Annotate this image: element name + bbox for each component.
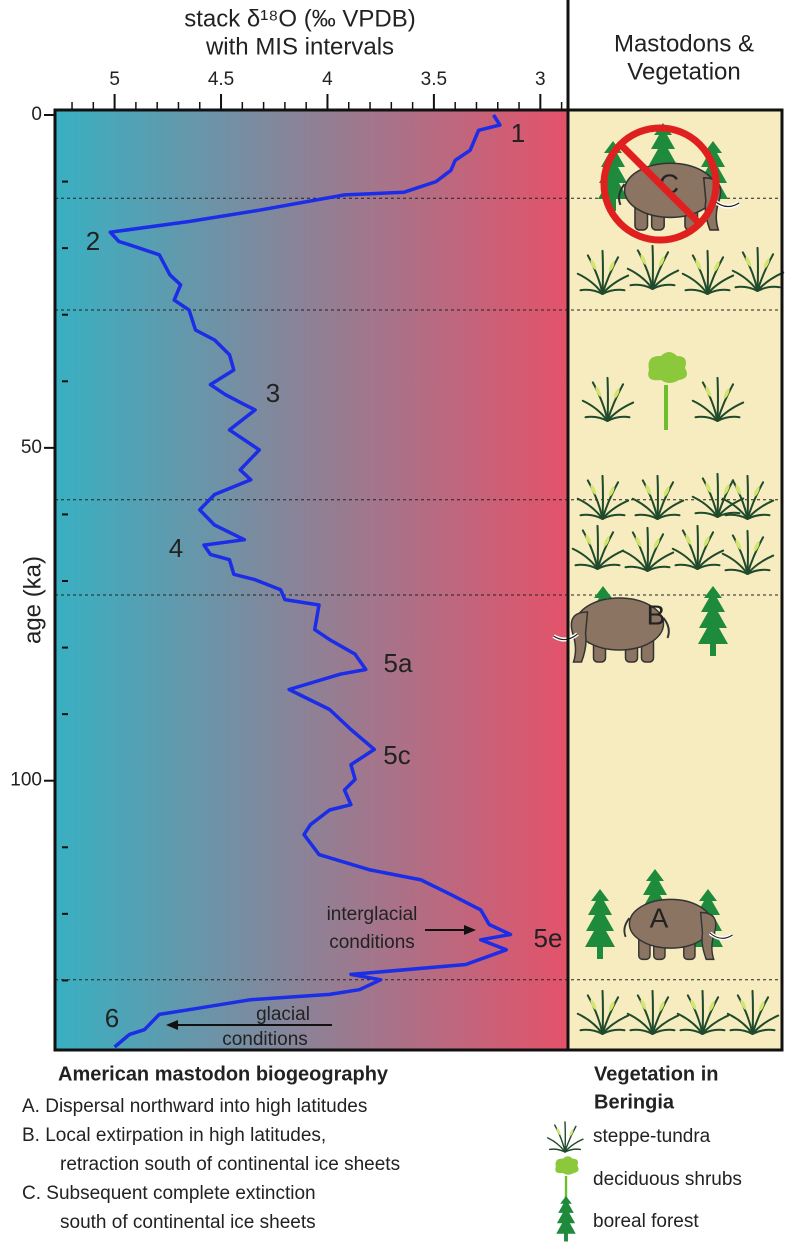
note: glacial bbox=[256, 1004, 310, 1025]
mis-label: 3 bbox=[266, 378, 280, 408]
y-tick-label: 100 bbox=[10, 770, 42, 791]
legend-title: Vegetation in bbox=[594, 1063, 718, 1085]
note: conditions bbox=[329, 932, 415, 953]
no-sign bbox=[600, 124, 720, 244]
no-sign-bar bbox=[617, 141, 703, 227]
y-axis-label: age (ka) bbox=[19, 556, 46, 644]
arrow-head bbox=[166, 1020, 178, 1030]
y-tick-label: 50 bbox=[21, 437, 42, 458]
x-tick-label: 5 bbox=[109, 69, 120, 90]
tree-icon bbox=[556, 1196, 576, 1242]
panel-frame bbox=[566, 108, 784, 1052]
x-tick-label: 3.5 bbox=[421, 69, 447, 90]
legend-title: Beringia bbox=[594, 1091, 675, 1113]
d18o-line bbox=[108, 114, 513, 1049]
chart-title: with MIS intervals bbox=[205, 33, 394, 60]
x-tick-label: 4.5 bbox=[208, 69, 234, 90]
panel-letter: A bbox=[650, 902, 669, 933]
legend-item: deciduous shrubs bbox=[593, 1169, 742, 1190]
shrub-icon bbox=[553, 1154, 581, 1205]
panel-title: Vegetation bbox=[627, 58, 740, 85]
legend-item: A. Dispersal northward into high latitud… bbox=[22, 1096, 367, 1117]
mis-label: 5e bbox=[534, 923, 563, 953]
grass-icon bbox=[546, 1121, 584, 1153]
legend-item: retraction south of continental ice shee… bbox=[60, 1154, 400, 1175]
chart-title: stack δ¹⁸O (‰ VPDB) bbox=[184, 5, 416, 32]
panel-letter: B bbox=[647, 599, 666, 630]
arrow-head bbox=[464, 925, 476, 935]
legend-item: C. Subsequent complete extinction bbox=[22, 1183, 316, 1204]
mis-label: 1 bbox=[511, 118, 525, 148]
y-tick-label: 0 bbox=[31, 104, 42, 125]
note: conditions bbox=[222, 1029, 308, 1050]
mis-label: 5a bbox=[384, 648, 413, 678]
mis-label: 2 bbox=[86, 226, 100, 256]
legend-item: boreal forest bbox=[593, 1211, 699, 1232]
legend-item: south of continental ice sheets bbox=[60, 1212, 316, 1233]
legend-item: B. Local extirpation in high latitudes, bbox=[22, 1125, 326, 1146]
legend-item: steppe-tundra bbox=[593, 1126, 711, 1147]
x-tick-label: 4 bbox=[322, 69, 333, 90]
mis-label: 4 bbox=[169, 533, 183, 563]
panel-title: Mastodons & bbox=[614, 30, 754, 57]
note: interglacial bbox=[327, 904, 418, 925]
legend-title: American mastodon biogeography bbox=[58, 1063, 389, 1085]
mis-label: 6 bbox=[105, 1003, 119, 1033]
x-tick-label: 3 bbox=[535, 69, 546, 90]
mis-label: 5c bbox=[383, 740, 410, 770]
plot-background bbox=[55, 110, 568, 1050]
